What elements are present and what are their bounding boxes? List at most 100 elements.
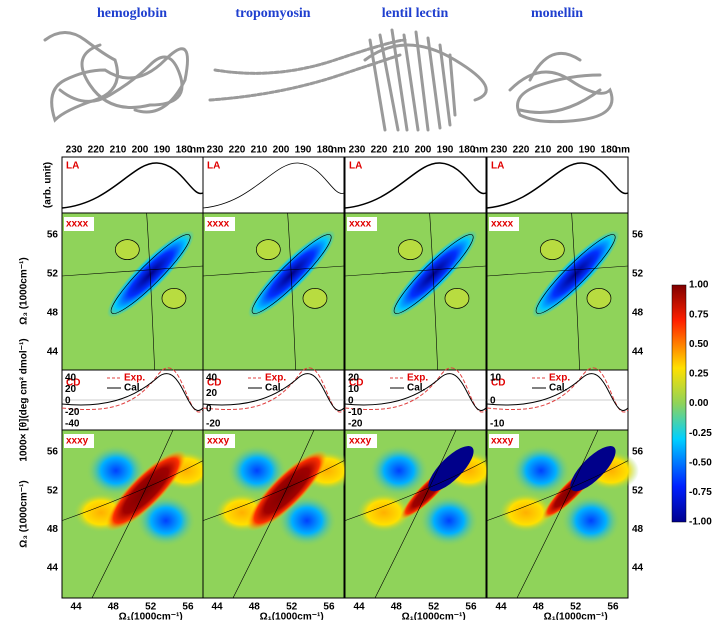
protein-title: hemoglobin <box>97 6 167 21</box>
contour <box>539 239 565 260</box>
colorbar-tick: 0.00 <box>689 398 709 409</box>
cd-tick: 20 <box>348 373 360 384</box>
panel-label: xxxx <box>491 219 514 230</box>
cd-tick: 0 <box>348 396 354 407</box>
x-tick-label: 48 <box>249 602 261 613</box>
x-tick-label: 48 <box>533 602 545 613</box>
y-tick-label: 44 <box>47 563 59 574</box>
label-bg <box>64 434 94 448</box>
wavelength-tick: 230 <box>207 145 224 156</box>
cross-lobe <box>560 494 621 547</box>
protein-structures <box>43 28 614 132</box>
wavelength-tick: 190 <box>579 145 596 156</box>
x-tick-label: 56 <box>182 602 194 613</box>
panel-label: xxxx <box>66 219 89 230</box>
contour <box>393 234 474 314</box>
x-tick-label: 44 <box>211 602 223 613</box>
cd-tick: 40 <box>65 373 77 384</box>
diagonal-peak <box>570 446 616 492</box>
cd-tick: -10 <box>348 407 363 418</box>
legend-label: Exp. <box>407 373 428 384</box>
y-axis-label: (arb. unit) <box>43 162 54 208</box>
wavelength-tick: 210 <box>393 145 410 156</box>
contour <box>486 212 629 371</box>
x-axis-label: Ω₁(1000cm⁻¹) <box>402 612 466 620</box>
diagonal-peak <box>107 230 195 318</box>
panel-label: xxxy <box>349 436 372 447</box>
label-bg <box>205 217 235 231</box>
wavelength-tick: 210 <box>535 145 552 156</box>
contour <box>251 234 332 314</box>
colorbar-tick: 0.50 <box>689 339 709 350</box>
la-panel <box>344 156 487 214</box>
panel-label: LA <box>207 161 220 172</box>
xxxx-panel <box>202 212 345 371</box>
wavelength-tick: 190 <box>437 145 454 156</box>
y-tick-label: 52 <box>632 485 644 496</box>
y-tick-label: 48 <box>47 308 59 319</box>
x-tick-label: 52 <box>570 602 582 613</box>
label-bg <box>205 434 235 448</box>
la-panel <box>202 156 345 214</box>
contour <box>486 429 629 599</box>
diagonal-peak <box>105 450 187 532</box>
cd-tick: 0 <box>490 396 496 407</box>
diagonal-peak <box>390 230 478 318</box>
cd-cal <box>202 373 345 411</box>
cross-lobe <box>355 492 412 533</box>
label-bg <box>489 217 519 231</box>
legend-label: Exp. <box>265 373 286 384</box>
legend-label: Cal. <box>124 383 143 394</box>
legend-label: Exp. <box>549 373 570 384</box>
panel-label: CD <box>66 378 80 389</box>
x-tick-label: 44 <box>70 602 82 613</box>
y-tick-label: 52 <box>47 485 59 496</box>
cd-exp <box>344 367 487 413</box>
wavelength-tick: 220 <box>371 145 388 156</box>
la-curve <box>61 162 204 209</box>
contour <box>344 429 487 599</box>
wavelength-tick: 200 <box>415 145 432 156</box>
cross-lobe <box>368 444 429 497</box>
diagonal-peak <box>532 230 620 318</box>
la-curve <box>202 162 345 209</box>
y-tick-label: 48 <box>47 524 59 535</box>
xxxy-panel <box>344 429 497 599</box>
protein-title: lentil lectin <box>382 6 449 21</box>
wavelength-tick: 230 <box>66 145 83 156</box>
wavelength-tick: 180 <box>176 145 193 156</box>
panel-label: LA <box>66 161 79 172</box>
y-tick-label: 56 <box>47 230 59 241</box>
wavelength-tick: 230 <box>491 145 508 156</box>
cd-cal <box>486 373 629 411</box>
protein-title: monellin <box>531 6 583 21</box>
panel-label: xxxy <box>207 436 230 447</box>
colorbar-tick: -0.75 <box>689 487 712 498</box>
y-tick-label: 56 <box>632 230 644 241</box>
contour <box>344 212 487 371</box>
x-tick-label: 56 <box>607 602 619 613</box>
label-bg <box>347 434 377 448</box>
xxxy-panel <box>61 429 214 599</box>
la-panel <box>61 156 204 214</box>
x-tick-label: 56 <box>323 602 335 613</box>
y-tick-label: 56 <box>632 447 644 458</box>
x-axis-label: Ω₁(1000cm⁻¹) <box>260 612 324 620</box>
y-tick-label: 44 <box>632 347 644 358</box>
x-axis-label: Ω₁(1000cm⁻¹) <box>544 612 608 620</box>
contour <box>202 429 345 599</box>
colorbar-tick: 1.00 <box>689 280 709 291</box>
contour <box>302 288 328 309</box>
cd-tick: -20 <box>206 419 221 430</box>
cd-tick: 0 <box>206 403 212 414</box>
cd-tick: 40 <box>206 373 218 384</box>
wavelength-tick: 210 <box>110 145 127 156</box>
x-tick-label: 52 <box>145 602 157 613</box>
contour <box>444 288 470 309</box>
y-tick-label: 48 <box>632 524 644 535</box>
wavelength-unit: nm <box>331 145 346 156</box>
cd-tick: -40 <box>65 419 80 430</box>
colorbar-tick: -1.00 <box>689 517 712 528</box>
xxxy-panel <box>486 429 639 599</box>
wavelength-tick: 180 <box>601 145 618 156</box>
